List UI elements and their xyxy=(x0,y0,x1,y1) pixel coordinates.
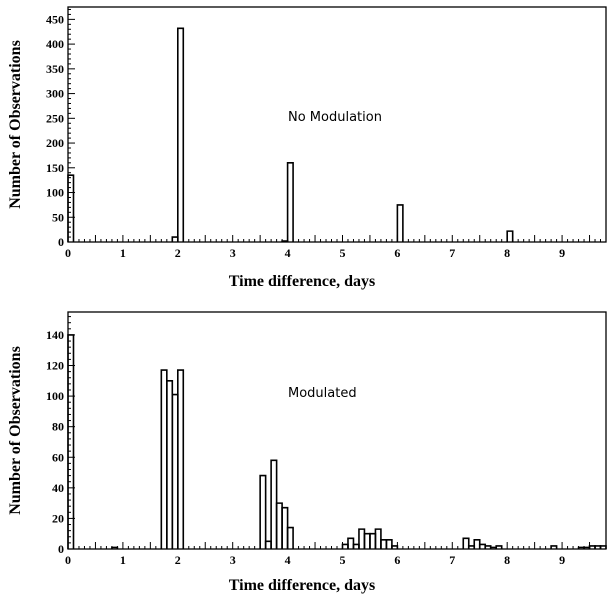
x-tick-label: 0 xyxy=(65,246,71,260)
histogram-bar xyxy=(270,459,278,549)
x-tick-label: 3 xyxy=(230,246,236,260)
y-tick-label: 60 xyxy=(52,450,64,464)
y-tick-label: 150 xyxy=(46,161,64,175)
histogram-bar xyxy=(176,369,185,549)
y-tick-label: 80 xyxy=(52,420,64,434)
histogram-bar xyxy=(396,204,404,242)
x-axis-ticks: 0 1 2 3 4 5 6 7 8 9 xyxy=(65,235,607,260)
y-tick-label: 140 xyxy=(46,328,64,342)
x-tick-label: 9 xyxy=(559,553,565,567)
annotation-label: No Modulation xyxy=(288,110,382,125)
y-axis-ticks: 0 50 100 150 200 250 300 350 400 450 xyxy=(46,8,75,249)
plot-frame xyxy=(67,311,607,550)
x-tick-label: 6 xyxy=(394,553,400,567)
x-tick-label: 9 xyxy=(559,246,565,260)
histogram-bar xyxy=(347,537,355,549)
y-tick-label: 120 xyxy=(46,359,64,373)
histogram-bar xyxy=(264,540,272,549)
x-tick-label: 3 xyxy=(230,553,236,567)
y-tick-label: 250 xyxy=(46,111,64,125)
histogram-bar xyxy=(352,543,360,549)
y-tick-label: 400 xyxy=(46,37,64,51)
histogram-bar xyxy=(506,230,514,242)
histogram-bar xyxy=(286,526,294,549)
y-axis-label: Number of Observations xyxy=(7,40,24,209)
histogram-bar xyxy=(171,236,179,242)
histogram-bar xyxy=(171,393,179,549)
x-tick-label: 4 xyxy=(285,553,291,567)
histogram-bar xyxy=(281,506,289,549)
histogram-bar xyxy=(358,528,366,549)
x-tick-label: 8 xyxy=(504,553,510,567)
y-axis-label: Number of Observations xyxy=(7,346,24,515)
x-tick-label: 6 xyxy=(394,246,400,260)
y-tick-label: 100 xyxy=(46,186,64,200)
annotation-label: Modulated xyxy=(288,386,357,401)
histogram-bar xyxy=(385,539,393,549)
x-tick-label: 5 xyxy=(339,246,345,260)
y-tick-label: 200 xyxy=(46,136,64,150)
y-axis-ticks: 0 20 40 60 80 100 120 140 xyxy=(46,316,75,556)
x-tick-label: 8 xyxy=(504,246,510,260)
x-tick-label: 4 xyxy=(285,246,291,260)
x-tick-label: 5 xyxy=(339,553,345,567)
y-tick-label: 0 xyxy=(58,235,64,249)
x-tick-label: 2 xyxy=(175,246,181,260)
histogram-bar xyxy=(341,543,349,549)
histogram-bars xyxy=(67,27,514,242)
y-tick-label: 300 xyxy=(46,87,64,101)
histogram-bar xyxy=(286,162,294,242)
histogram-bar xyxy=(363,532,371,549)
panel-no-modulation: 0 1 2 3 4 5 6 7 8 9 0 50 100 150 200 250 300 350 400 450 N… xyxy=(7,6,607,290)
y-tick-label: 20 xyxy=(52,511,64,525)
x-axis-label: Time difference, days xyxy=(229,273,376,290)
x-tick-label: 2 xyxy=(175,553,181,567)
x-tick-label: 0 xyxy=(65,553,71,567)
x-tick-label: 7 xyxy=(449,553,455,567)
histogram-bar xyxy=(176,27,185,242)
y-tick-label: 50 xyxy=(52,210,64,224)
histogram-bar xyxy=(67,174,75,242)
histogram-bar xyxy=(166,380,174,549)
y-tick-label: 40 xyxy=(52,481,64,495)
histogram-bar xyxy=(374,528,382,549)
histogram-bar xyxy=(160,369,168,549)
x-axis-label: Time difference, days xyxy=(229,577,376,594)
histogram-bar xyxy=(380,539,388,549)
histogram-bar xyxy=(462,537,470,549)
y-tick-label: 450 xyxy=(46,12,64,26)
histogram-bars xyxy=(67,334,607,549)
x-tick-label: 7 xyxy=(449,246,455,260)
histogram-bar xyxy=(478,543,487,549)
y-tick-label: 350 xyxy=(46,62,64,76)
histogram-bar xyxy=(67,334,75,549)
x-tick-label: 1 xyxy=(120,246,126,260)
x-axis-ticks: 0 1 2 3 4 5 6 7 8 9 xyxy=(65,542,607,567)
y-tick-label: 0 xyxy=(58,542,64,556)
histogram-bar xyxy=(275,502,283,549)
x-tick-label: 1 xyxy=(120,553,126,567)
histogram-bar xyxy=(369,532,377,549)
histogram-bar xyxy=(473,539,481,549)
histogram-bar xyxy=(259,474,267,549)
y-tick-label: 100 xyxy=(46,389,64,403)
